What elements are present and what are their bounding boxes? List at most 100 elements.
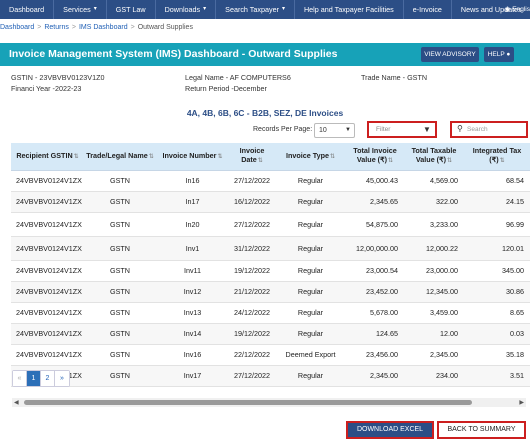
column-header-label: Invoice Type xyxy=(285,150,329,160)
table-cell: 24VBVBV0124V1ZX xyxy=(11,191,84,213)
table-cell: Inv11 xyxy=(156,260,229,282)
horizontal-scrollbar[interactable]: ◀ ▶ xyxy=(12,398,526,407)
breadcrumb: Dashboard > Returns > IMS Dashboard > Outward … xyxy=(0,24,193,31)
filter-icon: ▼ xyxy=(423,125,431,134)
table-cell: 12,345.00 xyxy=(404,281,464,303)
column-header[interactable]: Integrated Tax (₹)⇅ xyxy=(464,143,530,171)
table-cell: 27/12/2022 xyxy=(229,170,275,192)
table-cell: 0.03 xyxy=(464,323,530,345)
table-cell: 12,00,000.00 xyxy=(346,236,404,261)
records-per-page-label: Records Per Page: xyxy=(253,126,313,133)
search-placeholder: Search xyxy=(467,126,488,133)
table-cell: Regular xyxy=(275,170,346,192)
table-cell: 68.54 xyxy=(464,170,530,192)
table-cell: In20 xyxy=(156,212,229,237)
chevron-down-icon: ▾ xyxy=(281,6,285,12)
table-row: 24VBVBV0124V1ZX GSTN In20 27/12/2022 Regular… xyxy=(11,212,530,237)
table-cell: 124.65 xyxy=(346,323,404,345)
nav-item-e-invoice[interactable]: e-Invoice xyxy=(404,0,452,19)
breadcrumb-item[interactable]: IMS Dashboard xyxy=(78,24,128,31)
table-cell: 23,456.00 xyxy=(346,344,404,366)
scrollbar-thumb[interactable] xyxy=(24,400,472,405)
table-cell: 5,678.00 xyxy=(346,302,404,324)
breadcrumb-separator: > xyxy=(37,24,42,31)
pagination-page[interactable]: 2 xyxy=(41,371,55,386)
language-selector[interactable]: ◉ Englis xyxy=(499,0,530,19)
nav-item-news-and-updates[interactable]: News and Updates xyxy=(452,0,530,19)
table-row: 24VBVBV0124V1ZX GSTN Inv11 19/12/2022 Regula… xyxy=(11,260,530,282)
sort-icon[interactable]: ⇅ xyxy=(148,153,154,160)
scroll-left-icon[interactable]: ◀ xyxy=(14,400,19,406)
column-header-label: Integrated Tax (₹) xyxy=(472,146,522,165)
table-cell: Inv13 xyxy=(156,302,229,324)
sort-icon[interactable]: ⇅ xyxy=(329,153,336,160)
table-cell: 23,000.54 xyxy=(346,260,404,282)
table-row: 24VBVBV0124V1ZX GSTN Inv14 19/12/2022 Regula… xyxy=(11,323,530,345)
back-to-summary-button[interactable]: BACK TO SUMMARY xyxy=(437,421,526,439)
breadcrumb-item: Outward Supplies xyxy=(137,24,193,31)
sort-icon[interactable]: ⇅ xyxy=(447,158,453,165)
sort-icon[interactable]: ⇅ xyxy=(257,158,263,165)
table-cell: 24VBVBV0124V1ZX xyxy=(11,281,84,303)
nav-item-gst-law[interactable]: GST Law xyxy=(107,0,156,19)
invoices-table: Recipient GSTIN⇅ Trade/Legal Name⇅ Invoice… xyxy=(11,143,530,387)
top-navigation: Dashboard Services ▾ GST Law Downloads ▾ Searc… xyxy=(0,0,530,19)
table-cell: 2,345.65 xyxy=(346,191,404,213)
table-cell: 345.00 xyxy=(464,260,530,282)
page-title-bar: Invoice Management System (IMS) Dashboar… xyxy=(0,43,530,66)
nav-item-help-and-taxpayer-facilities[interactable]: Help and Taxpayer Facilities xyxy=(295,0,404,19)
breadcrumb-item[interactable]: Dashboard xyxy=(0,24,35,31)
table-cell: 31/12/2022 xyxy=(229,236,275,261)
nav-item-label: GST Law xyxy=(115,5,146,14)
sort-icon[interactable]: ⇅ xyxy=(388,158,394,165)
column-header[interactable]: Total Taxable Value (₹)⇅ xyxy=(404,143,464,171)
view-advisory-button[interactable]: VIEW ADVISORY xyxy=(421,47,479,62)
pagination-next[interactable]: » xyxy=(55,371,69,386)
help-label: HELP xyxy=(487,51,505,58)
nav-item-search-taxpayer[interactable]: Search Taxpayer ▾ xyxy=(216,0,295,19)
table-cell: Inv12 xyxy=(156,281,229,303)
column-header[interactable]: Trade/Legal Name⇅ xyxy=(84,143,156,171)
pagination-prev[interactable]: « xyxy=(13,371,27,386)
sort-icon[interactable]: ⇅ xyxy=(73,153,79,160)
download-excel-button[interactable]: DOWNLOAD EXCEL xyxy=(346,421,434,439)
legal-name-info: Legal Name - AF COMPUTERS6 xyxy=(185,73,291,82)
nav-item-dashboard[interactable]: Dashboard xyxy=(0,0,55,19)
help-button[interactable]: HELP ● xyxy=(484,47,514,62)
column-header[interactable]: Invoice Date⇅ xyxy=(229,143,275,171)
sort-icon[interactable]: ⇅ xyxy=(217,153,223,160)
search-input[interactable]: ⚲ Search xyxy=(450,121,528,138)
records-per-page-select[interactable]: 10 ▼ xyxy=(314,123,355,138)
table-cell: GSTN xyxy=(84,212,156,237)
column-header[interactable]: Recipient GSTIN⇅ xyxy=(11,143,84,171)
search-icon: ⚲ xyxy=(457,124,463,133)
breadcrumb-item[interactable]: Returns xyxy=(44,24,69,31)
invoices-table-wrap: Recipient GSTIN⇅ Trade/Legal Name⇅ Invoice… xyxy=(11,143,530,387)
pagination-page[interactable]: 1 xyxy=(27,371,41,386)
table-cell: In16 xyxy=(156,170,229,192)
filter-input[interactable]: Filter ▼ xyxy=(367,121,437,138)
nav-item-services[interactable]: Services ▾ xyxy=(54,0,107,19)
column-header[interactable]: Invoice Number⇅ xyxy=(156,143,229,171)
help-icon: ● xyxy=(506,51,511,58)
sort-icon[interactable]: ⇅ xyxy=(499,158,505,165)
column-header-label: Total Invoice Value (₹) xyxy=(353,146,397,165)
breadcrumb-separator: > xyxy=(130,24,135,31)
table-cell: 8.65 xyxy=(464,302,530,324)
table-cell: 234.00 xyxy=(404,365,464,387)
table-cell: Regular xyxy=(275,281,346,303)
table-cell: 24VBVBV0124V1ZX xyxy=(11,344,84,366)
return-period-info: Return Period -December xyxy=(185,84,267,93)
nav-item-label: News and Updates xyxy=(460,5,522,14)
table-cell: 22/12/2022 xyxy=(229,344,275,366)
column-header[interactable]: Total Invoice Value (₹)⇅ xyxy=(346,143,404,171)
scroll-right-icon[interactable]: ▶ xyxy=(519,400,524,406)
section-title: 4A, 4B, 6B, 6C - B2B, SEZ, DE Invoices xyxy=(186,108,344,118)
chevron-down-icon: ▾ xyxy=(93,6,97,12)
table-cell: Regular xyxy=(275,212,346,237)
table-cell: GSTN xyxy=(84,170,156,192)
column-header[interactable]: Invoice Type⇅ xyxy=(275,143,346,171)
table-row: 24VBVBV0124V1ZX GSTN Inv13 24/12/2022 Regula… xyxy=(11,302,530,324)
table-cell: 3,233.00 xyxy=(404,212,464,237)
nav-item-downloads[interactable]: Downloads ▾ xyxy=(156,0,217,19)
